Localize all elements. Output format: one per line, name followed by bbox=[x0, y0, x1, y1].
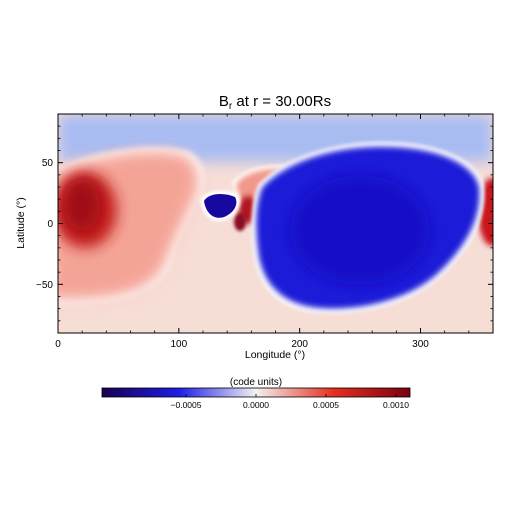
y-tick-label: 50 bbox=[42, 158, 54, 169]
colorbar-ticks: −0.0005 0.0000 0.0005 0.0010 bbox=[171, 394, 409, 410]
title-suffix: at r = 30.00Rs bbox=[232, 93, 331, 110]
x-tick-label: 0 bbox=[55, 339, 61, 350]
y-tick-label: −50 bbox=[36, 280, 53, 291]
title-subscript: r bbox=[229, 101, 233, 112]
y-axis-label: Latitude (°) bbox=[15, 197, 27, 248]
negative-patch-small bbox=[204, 193, 237, 218]
colorbar-tick-label: −0.0005 bbox=[171, 400, 202, 410]
heatmap-field bbox=[58, 114, 493, 333]
x-tick-label: 100 bbox=[170, 339, 187, 350]
x-axis-ticks: 0 100 200 300 bbox=[55, 114, 494, 350]
x-tick-label: 300 bbox=[412, 339, 429, 350]
colorbar-tick-label: 0.0005 bbox=[313, 400, 339, 410]
y-tick-label: 0 bbox=[47, 219, 53, 230]
chart-title: Br at r = 30.00Rs bbox=[219, 93, 331, 112]
x-tick-label: 200 bbox=[291, 339, 308, 350]
negative-core bbox=[290, 175, 430, 285]
y-axis-ticks: −50 0 50 bbox=[36, 125, 493, 322]
title-prefix: B bbox=[219, 93, 229, 110]
positive-core-west-inner bbox=[64, 179, 100, 231]
colorbar-tick-label: 0.0010 bbox=[383, 400, 409, 410]
x-axis-label: Longitude (°) bbox=[245, 349, 305, 361]
colorbar-tick-label: 0.0000 bbox=[243, 400, 269, 410]
colorbar-label: (code units) bbox=[230, 377, 282, 388]
positive-patch-dark-2 bbox=[234, 213, 246, 231]
